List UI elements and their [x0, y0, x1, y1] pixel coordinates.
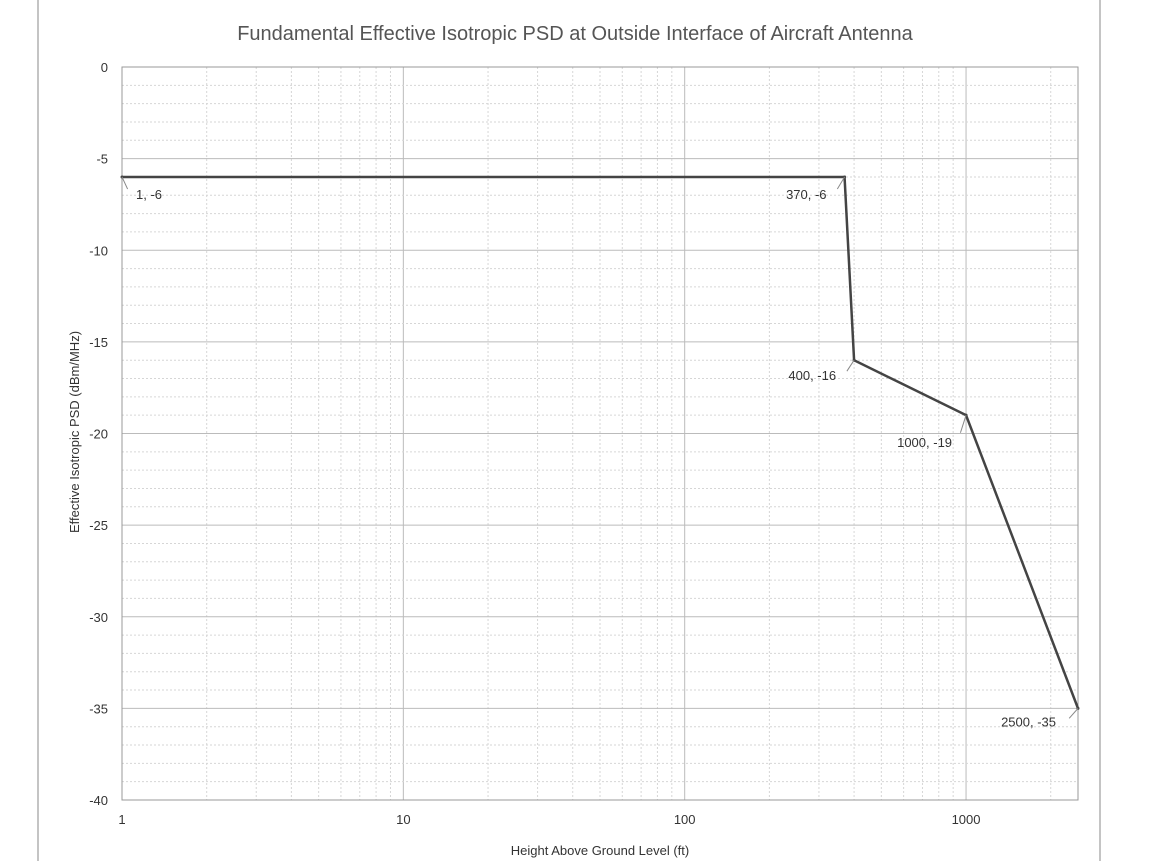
y-axis-label: Effective Isotropic PSD (dBm/MHz) [67, 331, 82, 533]
x-tick-label: 1 [118, 812, 125, 827]
data-label-leader [960, 415, 966, 433]
data-label-leader [1069, 708, 1078, 718]
y-tick-label: -10 [89, 243, 108, 258]
data-label: 2500, -35 [1001, 714, 1056, 729]
data-label: 1, -6 [136, 187, 162, 202]
y-tick-label: -5 [96, 152, 108, 167]
x-tick-label: 100 [674, 812, 696, 827]
data-label: 400, -16 [788, 368, 836, 383]
data-label: 1000, -19 [897, 435, 952, 450]
chart-title: Fundamental Effective Isotropic PSD at O… [237, 23, 913, 45]
y-tick-label: -25 [89, 518, 108, 533]
x-tick-label: 1000 [952, 812, 981, 827]
y-tick-label: -35 [89, 701, 108, 716]
data-label-leader [837, 177, 844, 189]
data-label: 370, -6 [786, 187, 826, 202]
y-tick-label: 0 [101, 60, 108, 75]
x-tick-label: 10 [396, 812, 410, 827]
tick-labels: 0 -5 -10 -15 -20 -25 -30 -35 -40 1 10 100 1000 [89, 60, 980, 827]
y-tick-label: -40 [89, 793, 108, 808]
data-label-leader [847, 360, 854, 371]
data-label-leader [122, 177, 128, 189]
y-tick-label: -15 [89, 335, 108, 350]
x-axis-label: Height Above Ground Level (ft) [511, 843, 690, 858]
y-tick-label: -30 [89, 610, 108, 625]
y-tick-label: -20 [89, 427, 108, 442]
